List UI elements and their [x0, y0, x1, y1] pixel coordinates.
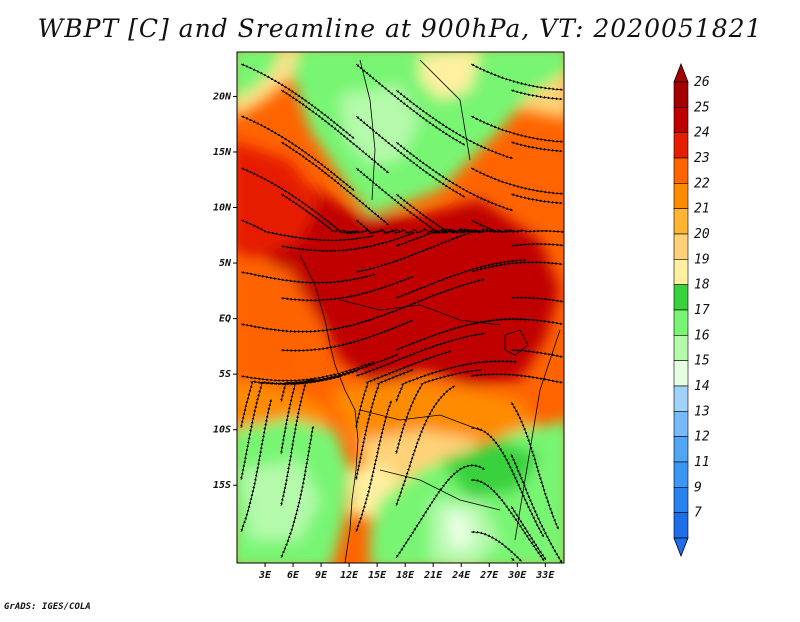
colorbar-segment [673, 436, 689, 463]
streamline [510, 505, 547, 561]
colorbar-segment [673, 132, 689, 159]
colorbar-segment [673, 309, 689, 336]
x-tick-label: 18E [396, 570, 415, 581]
x-tick-label: 24E [451, 570, 471, 581]
streamline [510, 141, 563, 153]
colorbar-label: 11 [694, 455, 710, 470]
colorbar-label: 9 [694, 480, 702, 495]
streamline [355, 278, 485, 325]
colorbar-label: 24 [694, 126, 710, 141]
x-tick-label: 6E [287, 570, 300, 581]
colorbar-label: 23 [694, 151, 710, 166]
colorbar-label: 22 [694, 176, 710, 191]
colorbar-segment [673, 208, 689, 235]
colorbar-segment [673, 487, 689, 513]
colorbar-label: 7 [694, 506, 702, 521]
colorbar-segment [673, 81, 689, 108]
colorbar-bottom-triangle [673, 537, 689, 558]
streamline [355, 400, 392, 533]
colorbar-label: 17 [694, 303, 710, 318]
y-tick-label: 5S [219, 369, 231, 380]
y-tick-label: EQ [219, 314, 231, 325]
x-tick-label: 9E [315, 570, 328, 581]
colorbar-segment [673, 512, 689, 539]
colorbar-label: 13 [694, 404, 710, 419]
colorbar: 26 25 24 23 22 21 20 19 18 17 16 15 14 13 12 11 9 7 [673, 62, 710, 558]
colorbar-label: 25 [694, 100, 710, 115]
colorbar-segment [673, 461, 689, 488]
streamline [470, 167, 564, 196]
wbpt-field [237, 52, 564, 563]
colorbar-top-triangle [673, 62, 689, 83]
streamline [510, 557, 515, 561]
map-frame [236, 51, 565, 564]
streamline [470, 63, 564, 92]
x-tick-label: 33E [535, 570, 555, 581]
colorbar-label: 19 [694, 252, 710, 267]
streamline [280, 425, 315, 559]
y-tick-label: 10N [213, 203, 232, 214]
colorbar-segment [673, 157, 689, 184]
colorbar-label: 21 [694, 202, 710, 217]
colorbar-label: 20 [694, 227, 710, 242]
streamline [240, 399, 272, 533]
x-tick-label: 30E [507, 570, 527, 581]
streamline [510, 296, 564, 303]
x-axis: 3E 6E 9E 12E 15E 18E 21E 24E 27E 30E 33E [258, 563, 555, 581]
colorbar-segment [673, 284, 689, 311]
streamline [470, 115, 564, 144]
x-tick-label: 15E [368, 570, 387, 581]
streamline [510, 242, 564, 248]
x-tick-label: 12E [340, 570, 359, 581]
y-axis: 20N 15N 10N 5N EQ 5S 10S 15S [212, 91, 237, 491]
credit-label: GrADS: IGES/COLA [4, 602, 91, 612]
chart-title: WBPT [C] and Sreamline at 900hPa, VT: 20… [37, 14, 763, 43]
streamline [510, 348, 563, 358]
colorbar-label: 18 [694, 278, 710, 293]
y-tick-label: 5N [219, 258, 232, 269]
y-tick-label: 15S [213, 480, 231, 491]
y-tick-label: 20N [212, 91, 232, 102]
colorbar-label: 12 [694, 430, 710, 445]
streamlines [239, 63, 564, 563]
colorbar-segment [673, 233, 689, 260]
colorbar-segment [673, 360, 689, 387]
x-tick-label: 27E [479, 570, 499, 581]
streamline [355, 228, 485, 274]
colorbar-segment [673, 259, 689, 285]
streamline [280, 320, 413, 353]
x-tick-label: 3E [258, 570, 272, 581]
streamline [510, 89, 563, 101]
colorbar-segment [673, 411, 689, 437]
x-tick-label: 21E [423, 570, 443, 581]
colorbar-segment [673, 107, 689, 133]
colorbar-segment [673, 183, 689, 209]
y-tick-label: 10S [213, 425, 231, 436]
colorbar-label: 14 [694, 379, 710, 394]
colorbar-label: 26 [694, 75, 710, 90]
colorbar-label: 15 [694, 354, 710, 369]
y-tick-label: 15N [213, 147, 232, 158]
colorbar-segment [673, 385, 689, 412]
streamline [510, 193, 563, 205]
colorbar-label: 16 [694, 328, 710, 343]
streamline [395, 463, 486, 559]
colorbar-segment [673, 335, 689, 361]
